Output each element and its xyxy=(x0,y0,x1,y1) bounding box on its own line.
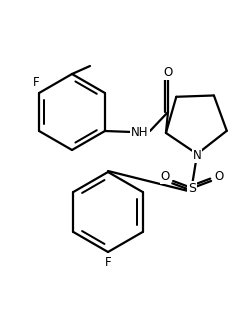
Text: NH: NH xyxy=(131,125,149,139)
Text: O: O xyxy=(215,170,224,183)
Text: N: N xyxy=(193,149,201,163)
Text: F: F xyxy=(105,256,111,269)
Text: O: O xyxy=(163,66,173,80)
Text: F: F xyxy=(33,76,39,90)
Text: O: O xyxy=(160,170,170,183)
Text: S: S xyxy=(188,183,196,196)
